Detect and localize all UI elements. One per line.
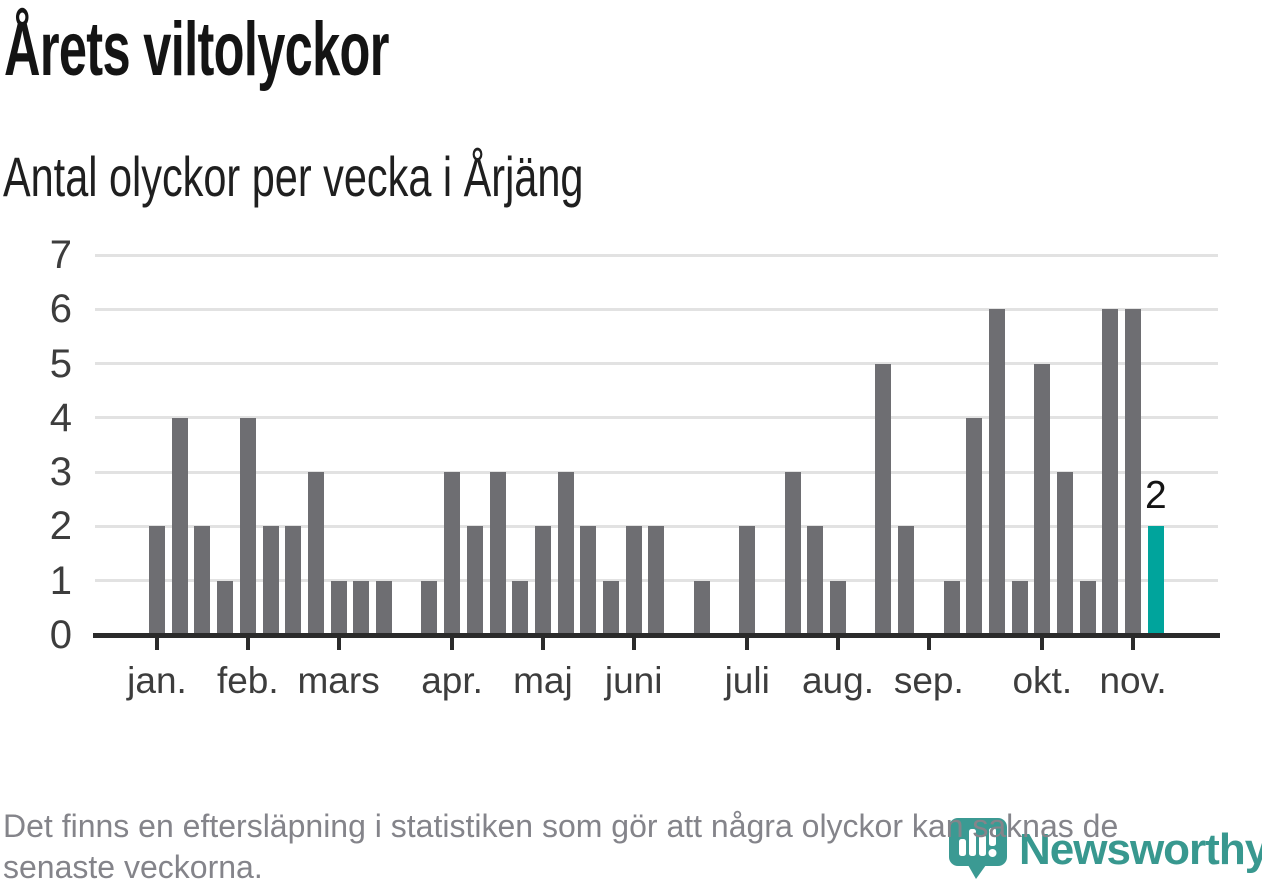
bar (421, 580, 438, 635)
x-axis-label: juli (724, 660, 770, 701)
bar (330, 580, 347, 635)
bar (898, 526, 915, 635)
y-axis-label: 2 (49, 504, 72, 549)
x-axis-line (93, 633, 1220, 638)
x-axis-tick (450, 638, 455, 650)
y-axis-label: 3 (49, 450, 72, 495)
bar (830, 580, 846, 635)
newsworthy-chart-pin-icon (949, 818, 1007, 879)
bar (625, 526, 642, 635)
y-axis-label: 4 (49, 395, 72, 440)
bar (966, 417, 983, 635)
bar (648, 526, 665, 635)
bar (1102, 309, 1119, 635)
x-axis-label: nov. (1099, 660, 1167, 701)
bar (603, 580, 619, 635)
grid-line (95, 362, 1218, 366)
bar (217, 580, 234, 635)
bar (875, 363, 892, 635)
page-title: Årets viltolyckor (4, 7, 389, 92)
x-axis-label: mars (297, 660, 380, 701)
bar (262, 526, 279, 635)
x-axis-label: feb. (216, 660, 279, 701)
x-axis-tick (926, 638, 931, 650)
bar (988, 309, 1005, 635)
y-axis-label: 1 (49, 558, 72, 603)
x-axis-tick (1040, 638, 1045, 650)
bar (807, 526, 824, 635)
bar (285, 526, 302, 635)
bar (784, 472, 801, 635)
bar-value-label: 2 (1144, 474, 1167, 518)
bar (1034, 363, 1051, 635)
bar (534, 526, 551, 635)
x-axis-label: jan. (127, 660, 187, 701)
x-axis-label: apr. (421, 660, 483, 701)
bar (580, 526, 597, 635)
bar (239, 417, 256, 635)
bar (307, 472, 324, 635)
newsworthy-logo: Newsworthy (946, 817, 1262, 879)
grid-line (95, 416, 1218, 420)
bar (943, 580, 960, 635)
grid-line (95, 307, 1218, 311)
x-axis-label: sep. (893, 660, 964, 701)
footer-note-line1: Det finns en eftersläpning i statistiken… (3, 808, 1119, 844)
bar (194, 526, 211, 635)
bar (171, 417, 188, 635)
footer-note-line2: senaste veckorna. (3, 849, 263, 885)
grid-line (95, 253, 1218, 257)
x-axis-tick (245, 638, 250, 650)
x-axis-label: okt. (1012, 660, 1073, 701)
x-axis-tick (631, 638, 636, 650)
highlight-bar (1147, 526, 1164, 635)
bar (466, 526, 483, 635)
bar (739, 526, 756, 635)
footer-note: Det finns en eftersläpning i statistiken… (3, 806, 1118, 888)
x-axis-tick (745, 638, 750, 650)
chart-subtitle: Antal olyckor per vecka i Årjäng (3, 145, 584, 208)
x-axis-tick (836, 638, 840, 650)
bar (693, 580, 710, 635)
bar (444, 472, 461, 635)
newsworthy-logo-text: Newsworthy (1019, 825, 1262, 874)
x-axis-tick (155, 638, 159, 650)
x-axis-label: maj (513, 660, 573, 701)
y-axis-label: 7 (49, 233, 72, 277)
bar (353, 580, 370, 635)
bar (1011, 580, 1028, 635)
y-axis-label: 6 (49, 287, 72, 332)
bar (376, 580, 392, 635)
bar (149, 526, 165, 635)
y-axis-label: 5 (49, 341, 72, 386)
bar (1079, 580, 1096, 635)
grid-line (95, 470, 1218, 474)
x-axis-label: juni (604, 660, 663, 701)
x-axis-tick (1131, 638, 1136, 650)
x-axis-label: aug. (801, 660, 874, 701)
bar (1057, 472, 1073, 635)
bar (557, 472, 574, 635)
y-axis-label: 0 (49, 613, 72, 657)
x-axis-tick (540, 638, 545, 650)
bar (512, 580, 529, 635)
x-axis-tick (336, 638, 341, 650)
bar (489, 472, 506, 635)
bar (1125, 309, 1142, 635)
